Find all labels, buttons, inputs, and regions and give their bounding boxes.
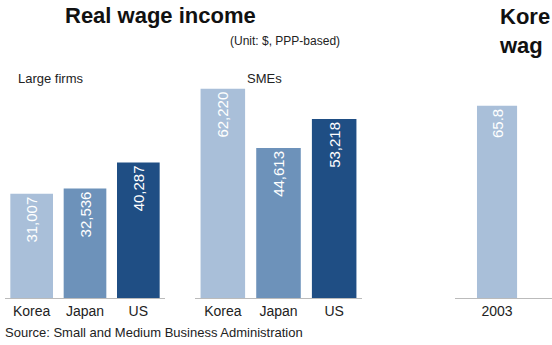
svg-text:65.8: 65.8 (489, 109, 506, 138)
svg-text:2003: 2003 (481, 303, 512, 319)
svg-text:40,287: 40,287 (130, 165, 147, 211)
svg-text:44,613: 44,613 (270, 151, 287, 197)
svg-text:Korea: Korea (204, 303, 242, 319)
svg-text:Korea: Korea (13, 303, 51, 319)
svg-text:32,536: 32,536 (77, 192, 94, 238)
svg-text:SMEs: SMEs (247, 71, 282, 86)
svg-text:31,007: 31,007 (23, 197, 40, 243)
svg-text:Japan: Japan (66, 303, 104, 319)
svg-text:Japan: Japan (259, 303, 297, 319)
svg-text:Large firms: Large firms (18, 71, 84, 86)
svg-text:US: US (324, 303, 343, 319)
svg-text:Real wage income: Real wage income (65, 3, 256, 28)
svg-text:US: US (129, 303, 148, 319)
svg-text:(Unit: $, PPP-based): (Unit: $, PPP-based) (230, 34, 340, 48)
svg-text:Korewag: Korewag (499, 4, 550, 58)
svg-text:62,220: 62,220 (214, 92, 231, 138)
svg-text:Source: Small and Medium Busin: Source: Small and Medium Business Admini… (5, 325, 303, 340)
svg-text:53,218: 53,218 (326, 122, 343, 168)
